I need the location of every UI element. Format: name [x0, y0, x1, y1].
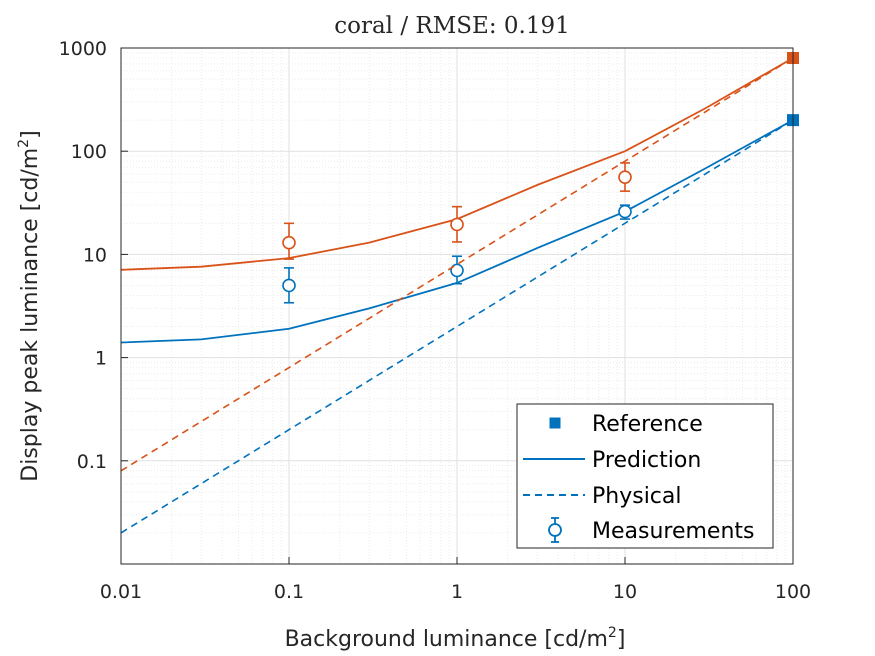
x-tick-label: 1 [451, 581, 463, 603]
x-tick-label: 100 [775, 581, 811, 603]
measurement-point [618, 204, 632, 220]
measurement-point [282, 222, 296, 260]
measurement-point [450, 255, 464, 285]
measurement-marker [282, 278, 296, 293]
legend-physical-label: Physical [592, 484, 682, 509]
x-tick-label: 0.1 [274, 581, 304, 603]
measurement-marker [618, 170, 632, 184]
measurement-marker [282, 235, 296, 250]
measurement-marker [450, 263, 464, 278]
measurement-marker [618, 204, 632, 219]
y-tick-label: 10 [83, 244, 107, 266]
y-axis-label: Display peak luminance [cd/m2] [16, 130, 43, 481]
y-tick-label: 0.1 [77, 451, 107, 473]
legend-measurements-marker [548, 517, 562, 543]
legend-reference-marker [549, 417, 561, 429]
plot-lines [120, 52, 799, 534]
x-tick-label: 0.01 [100, 581, 142, 603]
y-tick-label: 100 [71, 141, 107, 163]
ticks: 0.01 0.1 1 10 100 0.1 1 10 100 1000 [59, 38, 811, 603]
x-tick-label: 10 [613, 581, 637, 603]
measurement-point [450, 205, 464, 243]
legend-measurements-label: Measurements [592, 519, 755, 544]
y-tick-label: 1 [95, 348, 107, 370]
legend: Reference Prediction Physical Measuremen… [516, 403, 774, 549]
chart-title: coral / RMSE: 0.191 [334, 13, 569, 39]
legend-prediction-label: Prediction [592, 448, 701, 473]
measurement-point [282, 267, 296, 304]
measurement-point [618, 162, 632, 192]
y-tick-label: 1000 [59, 38, 107, 60]
measurement-marker [450, 217, 464, 232]
grid [120, 48, 793, 565]
legend-reference-label: Reference [592, 412, 703, 437]
x-axis-label: Background luminance [cd/m2] [285, 625, 626, 652]
